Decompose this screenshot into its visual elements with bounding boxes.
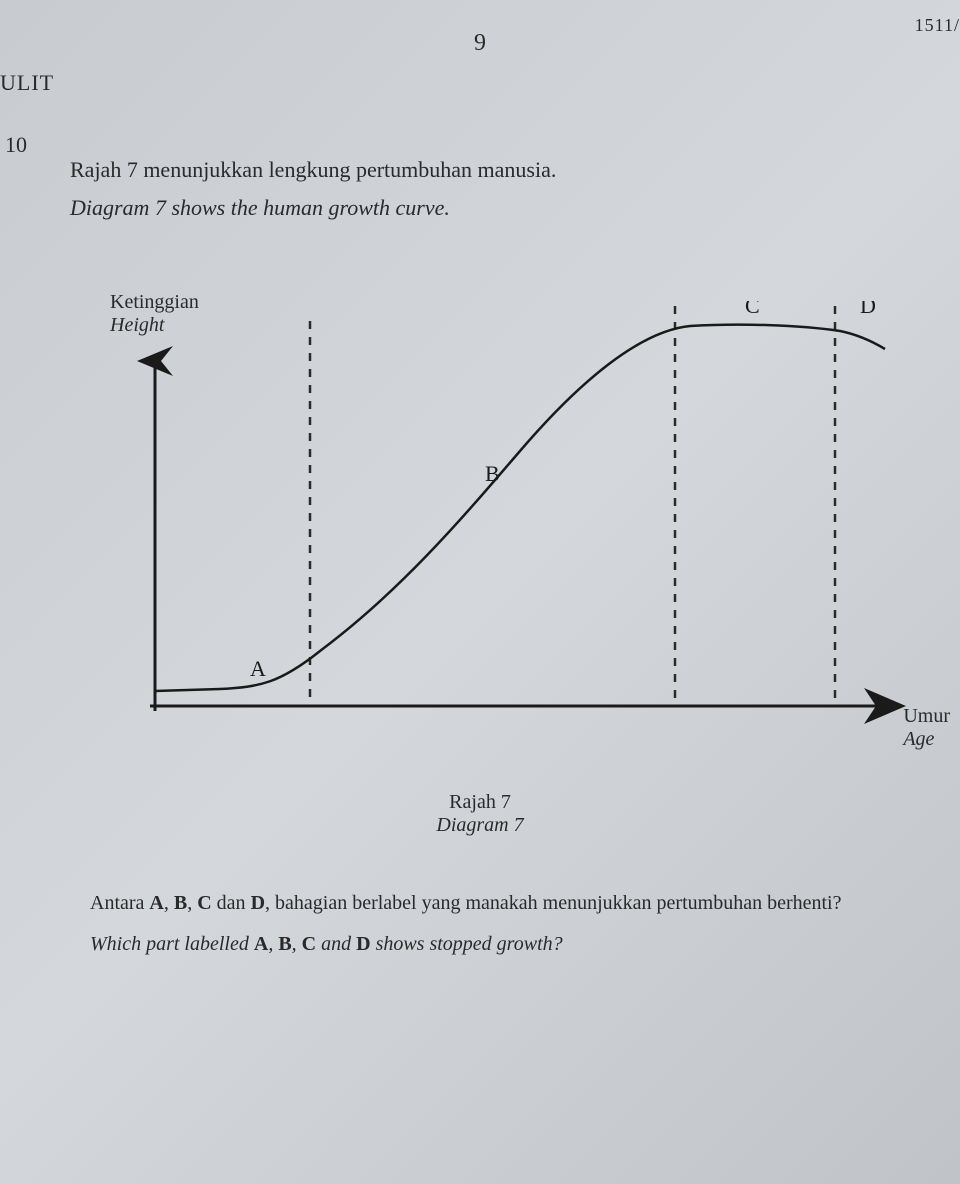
subquestion-malay: Antara A, B, C dan D, bahagian berlabel … <box>90 887 900 919</box>
exam-page: 9 ULIT 1511/ 10 Rajah 7 menunjukkan leng… <box>0 0 960 1184</box>
figure-caption-english: Diagram 7 <box>30 814 930 837</box>
question-text-malay: Rajah 7 menunjukkan lengkung pertumbuhan… <box>70 157 930 183</box>
question-text-english: Diagram 7 shows the human growth curve. <box>70 195 930 221</box>
header-left: ULIT <box>0 70 54 96</box>
header-right: 1511/ <box>915 15 960 36</box>
svg-text:C: C <box>745 301 760 318</box>
question-block: Rajah 7 menunjukkan lengkung pertumbuhan… <box>30 157 930 221</box>
x-axis-label-malay: Umur <box>903 705 950 728</box>
figure-caption: Rajah 7 Diagram 7 <box>30 791 930 837</box>
chart-svg: A B C D <box>120 301 920 741</box>
subquestion-english: Which part labelled A, B, C and D shows … <box>90 933 900 956</box>
growth-curve-chart: Ketinggian Height ABCD Umur Age <box>110 291 910 771</box>
figure-caption-malay: Rajah 7 <box>30 791 930 814</box>
svg-text:B: B <box>485 461 500 486</box>
question-number: 10 <box>5 132 27 158</box>
page-number: 9 <box>30 30 930 57</box>
x-axis-label: Umur Age <box>903 705 950 751</box>
svg-text:A: A <box>250 656 266 681</box>
x-axis-label-english: Age <box>903 728 950 751</box>
svg-text:D: D <box>860 301 876 318</box>
